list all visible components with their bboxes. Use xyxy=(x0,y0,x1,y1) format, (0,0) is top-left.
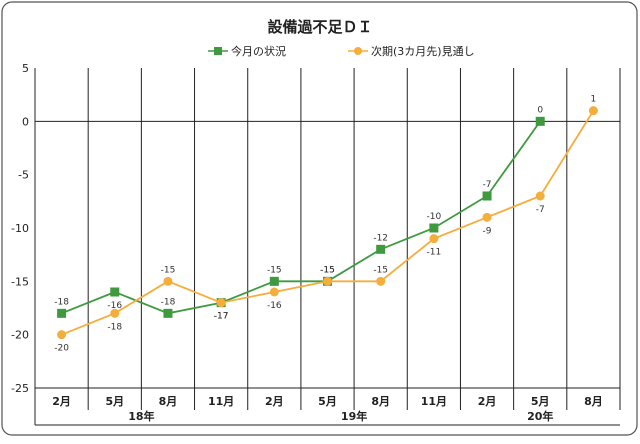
year-group-label: 19年 xyxy=(341,409,367,423)
legend-item-forecast: 次期(3カ月先)見通し xyxy=(348,44,475,58)
data-label: -15 xyxy=(161,265,176,275)
year-group-label: 18年 xyxy=(128,409,154,423)
data-point xyxy=(323,276,332,286)
data-label: -15 xyxy=(320,265,335,275)
data-point xyxy=(269,287,279,297)
data-point xyxy=(429,223,439,233)
series-layer xyxy=(57,106,598,340)
legend-item-current: 今月の状況 xyxy=(208,44,286,58)
data-label: 0 xyxy=(537,105,543,115)
data-label: -7 xyxy=(483,180,492,190)
x-tick-label: 5月 xyxy=(105,395,124,408)
legend-label: 次期(3カ月先)見通し xyxy=(371,44,475,58)
data-label: -12 xyxy=(373,233,388,243)
axes: 5 0 -5 -10 -15 -20 -25 2月 5月 8月 11月 2月 5月 8月 11月 2月 5月 8月… xyxy=(11,62,620,426)
data-point xyxy=(57,308,67,318)
data-label: -7 xyxy=(536,205,545,215)
data-label: -18 xyxy=(161,297,176,307)
data-label: -11 xyxy=(427,248,442,258)
legend-square-marker xyxy=(214,47,222,55)
y-tick-label: 5 xyxy=(22,62,29,75)
data-point xyxy=(163,276,173,286)
data-point xyxy=(588,106,598,116)
y-tick-label: -20 xyxy=(11,329,29,342)
x-tick-label: 11月 xyxy=(208,395,234,408)
data-point xyxy=(163,308,173,318)
x-tick-label: 5月 xyxy=(531,395,550,408)
data-label: -9 xyxy=(483,226,492,236)
year-group-label: 20年 xyxy=(527,409,553,423)
data-label: 1 xyxy=(591,95,597,105)
data-point xyxy=(57,330,67,340)
x-tick-label: 2月 xyxy=(478,395,497,408)
legend: 今月の状況 次期(3カ月先)見通し xyxy=(208,44,475,58)
data-label: -15 xyxy=(320,265,335,275)
data-point xyxy=(535,116,545,126)
data-label: -15 xyxy=(373,265,388,275)
x-tick-label: 8月 xyxy=(584,395,603,408)
legend-label: 今月の状況 xyxy=(231,44,286,58)
data-label: -16 xyxy=(267,301,282,311)
data-label: -16 xyxy=(107,301,122,311)
data-label: -20 xyxy=(54,344,69,354)
x-tick-label: 8月 xyxy=(159,395,178,408)
y-tick-label: -5 xyxy=(18,169,29,182)
data-point xyxy=(269,276,279,286)
x-tick-label: 5月 xyxy=(318,395,337,408)
x-tick-label: 2月 xyxy=(52,395,71,408)
data-label: -18 xyxy=(107,322,122,332)
x-tick-label: 11月 xyxy=(421,395,447,408)
data-point xyxy=(535,191,545,201)
legend-circle-marker xyxy=(354,47,362,55)
data-point xyxy=(482,212,492,222)
data-point xyxy=(482,191,492,201)
chart-title: 設備過不足ＤＩ xyxy=(267,18,372,36)
data-labels: -18 -16 -18-17-15 -15-12-10-70-20-18-15-17-… xyxy=(54,95,596,354)
data-label: -10 xyxy=(427,212,442,222)
y-tick-label: -15 xyxy=(11,275,29,288)
data-point xyxy=(110,287,120,297)
series-line xyxy=(61,120,541,315)
data-label: -18 xyxy=(54,297,69,307)
data-point xyxy=(376,276,386,286)
y-tick-label: -25 xyxy=(11,382,29,395)
x-tick-label: 8月 xyxy=(371,395,390,408)
data-label: -15 xyxy=(267,265,282,275)
data-point xyxy=(376,244,386,254)
data-label: -17 xyxy=(214,312,229,322)
data-label: -17 xyxy=(214,312,229,322)
chart-frame xyxy=(1,1,638,436)
data-point xyxy=(216,298,226,308)
grid xyxy=(34,68,621,410)
data-point xyxy=(429,234,439,244)
y-tick-label: -10 xyxy=(11,222,29,235)
data-point xyxy=(110,308,120,318)
x-tick-label: 2月 xyxy=(265,395,284,408)
y-tick-label: 0 xyxy=(22,115,29,128)
